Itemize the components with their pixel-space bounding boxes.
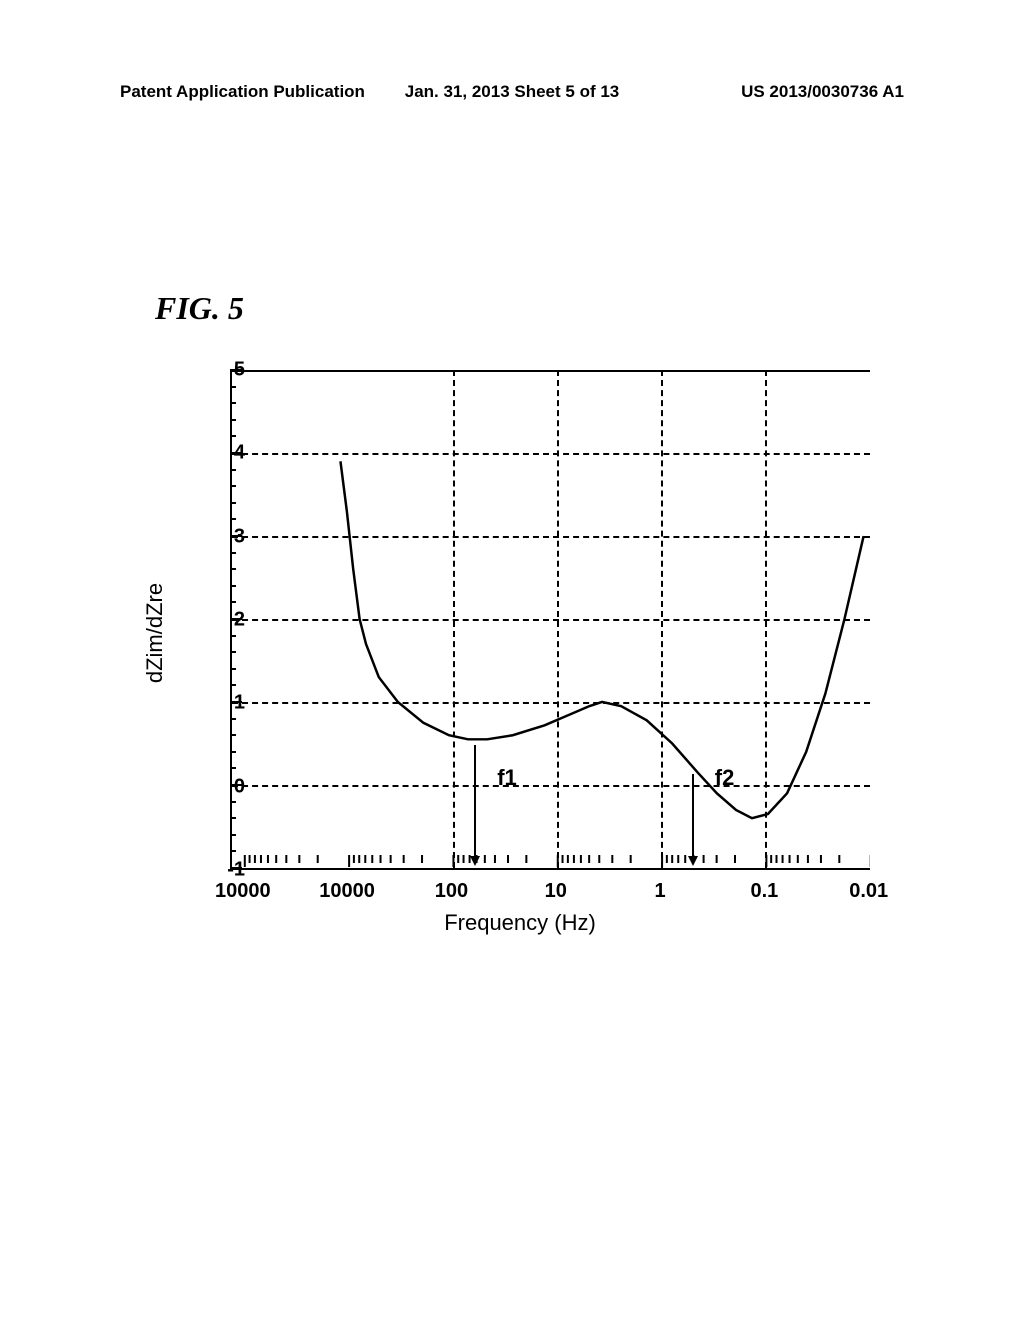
curve-svg: [232, 370, 870, 868]
x-tick-label: 0.01: [849, 880, 888, 903]
header-publication-type: Patent Application Publication: [120, 82, 381, 102]
y-axis-label: dZim/dZre: [142, 583, 168, 683]
y-tick-label: -1: [227, 859, 245, 882]
page-header: Patent Application Publication Jan. 31, …: [0, 82, 1024, 102]
y-tick-label: 3: [234, 525, 245, 548]
header-date-sheet: Jan. 31, 2013 Sheet 5 of 13: [381, 82, 642, 102]
f2-arrow: [692, 774, 694, 858]
impedance-derivative-chart: f1 f2 -1 0 1 2 3 4 5 10000 10000 100 10 1 0.1 0.01 d…: [140, 350, 900, 950]
y-tick-label: 5: [234, 359, 245, 382]
y-tick-label: 4: [234, 442, 245, 465]
x-tick-label: 10000: [215, 880, 271, 903]
f1-arrow-head: [470, 856, 480, 866]
x-axis-label: Frequency (Hz): [444, 910, 596, 936]
x-tick-label: 100: [435, 880, 468, 903]
x-tick-label: 0.1: [750, 880, 778, 903]
x-tick-label: 1: [655, 880, 666, 903]
plot-area: f1 f2: [230, 370, 870, 870]
x-tick-label: 10000: [319, 880, 375, 903]
f2-marker-label: f2: [715, 765, 735, 791]
f1-arrow: [474, 745, 476, 858]
impedance-curve: [340, 461, 863, 818]
y-tick-label: 0: [234, 775, 245, 798]
x-tick-label: 10: [545, 880, 567, 903]
f2-arrow-head: [688, 856, 698, 866]
f1-marker-label: f1: [497, 765, 517, 791]
y-tick-label: 1: [234, 692, 245, 715]
y-tick-label: 2: [234, 609, 245, 632]
figure-label: FIG. 5: [155, 290, 244, 327]
header-patent-number: US 2013/0030736 A1: [643, 82, 904, 102]
